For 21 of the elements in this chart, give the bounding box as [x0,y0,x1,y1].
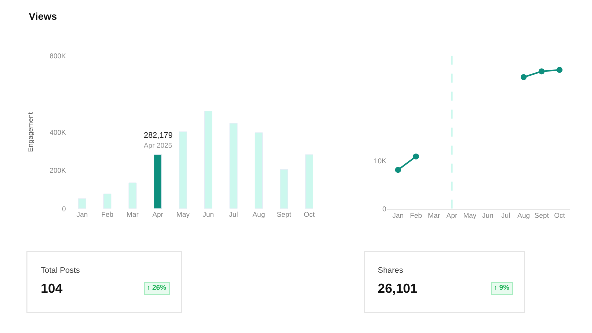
bar [280,169,288,209]
point [413,154,420,160]
text: 26,101 [378,281,418,296]
chart-title: Views [29,12,58,23]
text: 104 [41,281,64,296]
bar [104,194,112,209]
point [556,67,563,74]
bar [128,182,137,209]
point [395,167,402,174]
bar [154,154,162,209]
point [520,74,527,80]
bar [78,198,86,209]
text: Shares [378,266,404,275]
point [538,68,545,75]
bar [204,111,213,209]
bar [179,132,188,209]
bar [254,132,264,209]
bar [305,154,314,209]
annotation: 282,179 [144,131,174,140]
bar [230,123,238,209]
text: Total Posts [41,266,80,275]
